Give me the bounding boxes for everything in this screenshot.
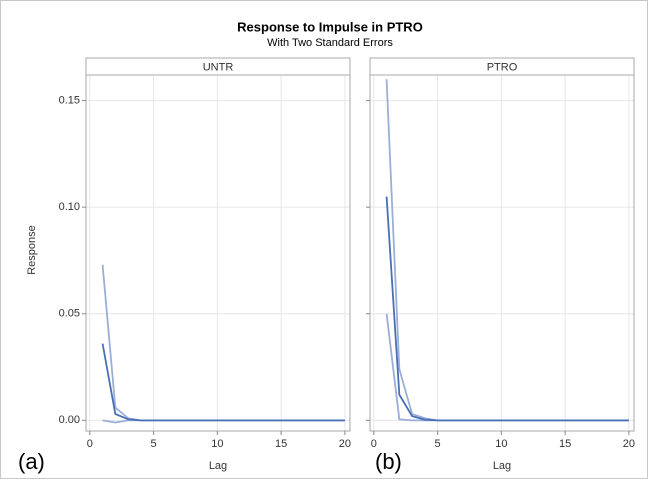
- x-tick-label: 15: [559, 438, 571, 450]
- y-axis-label: Response: [26, 225, 38, 275]
- panel-tag: (a): [18, 449, 45, 474]
- x-tick-label: 0: [371, 438, 377, 450]
- x-tick-label: 20: [623, 438, 635, 450]
- x-tick-label: 15: [275, 438, 287, 450]
- plot-area: [85, 74, 351, 432]
- y-tick-label: 0.10: [59, 201, 80, 213]
- line: [101, 343, 345, 422]
- x-tick-label: 10: [211, 438, 223, 450]
- panel-title: UNTR: [203, 61, 234, 73]
- x-tick-label: 5: [435, 438, 441, 450]
- chart-title: Response to Impulse in PTRO: [237, 19, 423, 34]
- y-tick-label: 0.05: [59, 308, 80, 320]
- x-axis-label: Lag: [493, 460, 511, 472]
- plot-area: [369, 74, 635, 432]
- chart-subtitle: With Two Standard Errors: [267, 37, 393, 49]
- x-tick-label: 20: [339, 438, 351, 450]
- x-axis-label: Lag: [209, 460, 227, 472]
- panel-tag: (b): [375, 449, 402, 474]
- line: [385, 196, 629, 422]
- y-tick-label: 0.00: [59, 414, 80, 426]
- x-tick-label: 5: [151, 438, 157, 450]
- y-tick-label: 0.15: [59, 94, 80, 106]
- x-tick-label: 0: [87, 438, 93, 450]
- x-tick-label: 10: [495, 438, 507, 450]
- panel-title: PTRO: [487, 61, 518, 73]
